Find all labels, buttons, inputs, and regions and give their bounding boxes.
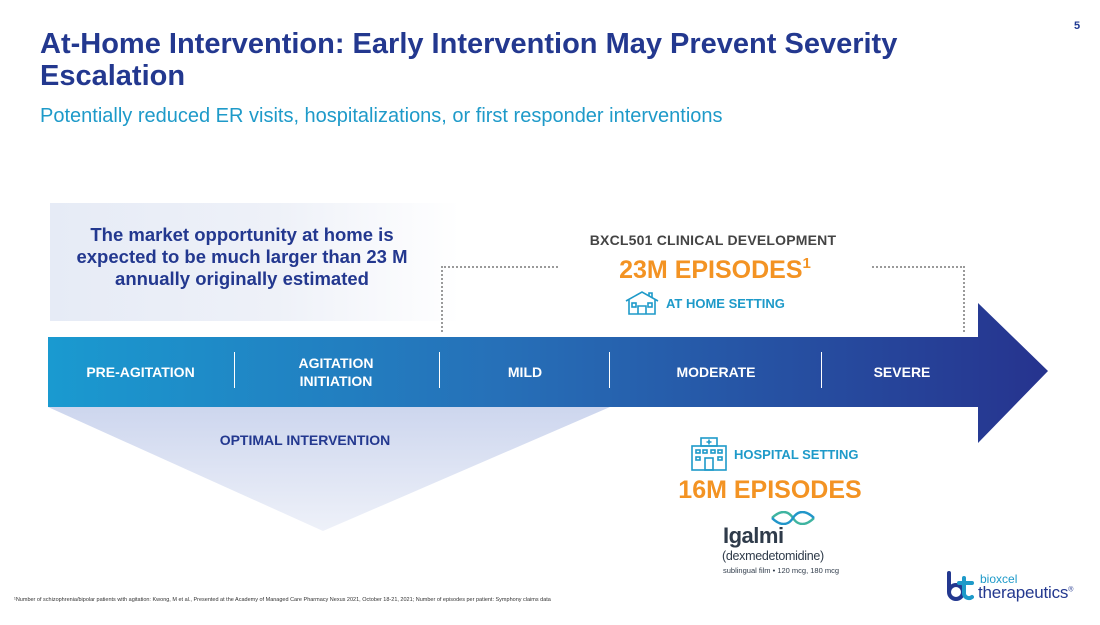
igalmi-generic-name: (dexmedetomidine) — [722, 549, 824, 563]
stage-severe: SEVERE — [873, 364, 931, 380]
bioxcel-logo-mark — [947, 571, 974, 601]
market-callout-text: The market opportunity at home is expect… — [76, 224, 408, 289]
igalmi-dosage: sublingual film • 120 mcg, 180 mcg — [723, 566, 840, 575]
stage-pre-agitation: PRE-AGITATION — [86, 364, 195, 380]
house-icon — [625, 291, 659, 315]
hospital-setting: HOSPITAL SETTING — [690, 436, 858, 472]
igalmi-brand-name: Igalmi — [723, 523, 784, 548]
hospital-episodes: 16M EPISODES — [678, 476, 862, 504]
company-name-bottom-text: therapeutics — [978, 583, 1069, 602]
stage-agitation-initiation: AGITATION INITIATION — [298, 355, 374, 389]
stage-divider — [439, 352, 440, 388]
severity-arrow — [48, 303, 1048, 443]
home-episodes: 23M EPISODES1 — [560, 255, 870, 285]
stage-divider — [234, 352, 235, 388]
clinical-development-heading: BXCL501 CLINICAL DEVELOPMENT — [589, 232, 837, 248]
home-episodes-footnote-mark: 1 — [802, 255, 811, 272]
stage-mild: MILD — [507, 364, 543, 380]
optimal-intervention-label: OPTIMAL INTERVENTION — [219, 432, 391, 448]
home-setting-label: AT HOME SETTING — [666, 295, 785, 311]
home-setting: AT HOME SETTING — [624, 290, 785, 316]
optimal-intervention-triangle — [48, 407, 610, 531]
company-name-top: bioxcel — [980, 572, 1018, 586]
page-number: 5 — [1074, 20, 1081, 32]
market-callout-box — [50, 203, 460, 321]
igalmi-wave-icon — [771, 511, 815, 525]
company-name-bottom: therapeutics® — [978, 583, 1073, 603]
registered-mark: ® — [1068, 586, 1074, 594]
stage-divider — [609, 352, 610, 388]
stage-moderate: MODERATE — [676, 364, 756, 380]
stage-divider — [821, 352, 822, 388]
home-episodes-value: 23M EPISODES — [619, 256, 803, 284]
slide-subtitle: Potentially reduced ER visits, hospitali… — [40, 105, 723, 127]
slide-title: At-Home Intervention: Early Intervention… — [40, 28, 898, 92]
hospital-icon — [691, 437, 727, 471]
hospital-setting-label: HOSPITAL SETTING — [734, 446, 859, 462]
footnote: ¹Number of schizophrenia/bipolar patient… — [14, 597, 551, 603]
